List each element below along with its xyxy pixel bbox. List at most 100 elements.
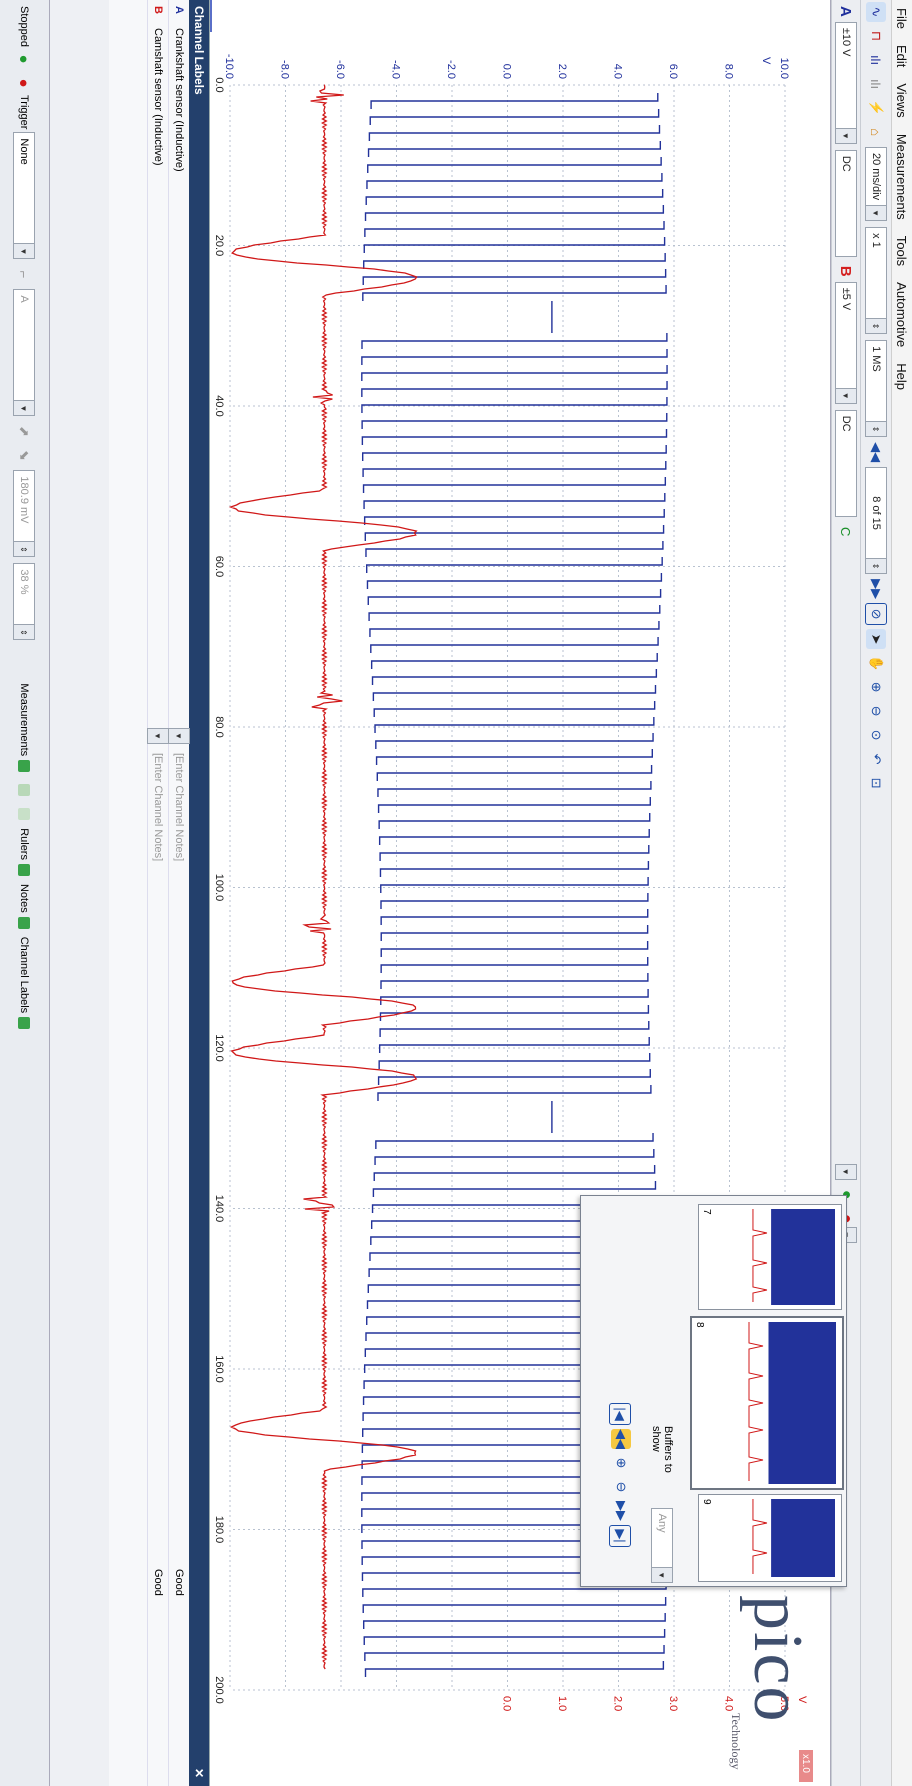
buffer-stepper-icon[interactable]: ⇕ (865, 558, 887, 574)
buffers-to-show-label: Buffers to show (650, 1426, 674, 1500)
panel-close-icon[interactable]: ✕ (192, 1768, 206, 1778)
trigger-edge-icon[interactable]: ⌐ (14, 264, 34, 284)
trigger-mode-select[interactable]: None (13, 132, 35, 244)
buffers-to-show-dropdown-icon[interactable]: ▼ (651, 1567, 673, 1583)
channel-b-label[interactable]: Camshaft sensor (Inductive) (152, 22, 164, 728)
menu-edit[interactable]: Edit (895, 37, 910, 75)
home-icon[interactable]: ⌂ (866, 122, 886, 142)
zoom-stepper-icon[interactable]: ⇕ (865, 318, 887, 334)
next-buffer-icon[interactable]: ▶▶ (866, 579, 886, 599)
previous-buffer-icon[interactable]: ◀◀ (866, 442, 886, 462)
channel-a-range-select[interactable]: ±10 V (835, 22, 857, 129)
trigger-icon[interactable]: C (836, 522, 856, 542)
notes-toggle-icon[interactable] (18, 917, 30, 929)
x-tick-label: 200.0 (213, 1676, 225, 1704)
timebase-dropdown-icon[interactable]: ▼ (865, 205, 887, 221)
channel-a-range-dropdown-icon[interactable]: ▼ (835, 128, 857, 144)
undo-zoom-icon[interactable]: ↶ (866, 749, 886, 769)
channel-labels-title: Channel Labels (192, 6, 206, 95)
channel-a-notes[interactable]: [Enter Channel Notes] (173, 747, 185, 1063)
x-tick-label: 40.0 (213, 395, 225, 416)
channel-a-notes-dropdown-icon[interactable]: ▼ (168, 728, 190, 744)
channel-labels-panel: Channel Labels ✕ A Crankshaft sensor (In… (109, 0, 210, 1786)
timebase-select[interactable]: 20 ms/div (865, 147, 887, 206)
trigger-mode-dropdown-icon[interactable]: ▼ (13, 243, 35, 259)
channel-b-notes[interactable]: [Enter Channel Notes] (152, 747, 164, 1063)
channel-labels-header: Channel Labels ✕ (189, 0, 209, 1786)
buffer-thumbnail-prev[interactable]: 7 (698, 1204, 842, 1310)
measurements-add-icon[interactable] (18, 760, 30, 772)
trigger-level-stepper-icon[interactable]: ⇕ (13, 541, 35, 557)
samples-select[interactable]: 1 MS (865, 340, 887, 422)
thumbnail-7-graph (699, 1205, 841, 1309)
notes-label[interactable]: Notes (18, 884, 30, 913)
first-buffer-icon[interactable]: |◀ (609, 1403, 631, 1425)
channel-b-notes-dropdown-icon[interactable]: ▼ (147, 728, 169, 744)
x-tick-label: 80.0 (213, 716, 225, 737)
scope-mode-icon[interactable]: ∿ (866, 2, 886, 22)
menu-views[interactable]: Views (895, 75, 910, 125)
left-axis-tick-label: 6.0 (667, 64, 679, 79)
menu-measurements[interactable]: Measurements (895, 126, 910, 228)
rulers-toggle-icon[interactable] (18, 864, 30, 876)
zoom-in-icon[interactable]: ⊕ (866, 677, 886, 697)
spectrum-mode-icon[interactable]: ılı (866, 50, 886, 70)
channel-a-coupling-select[interactable]: DC (835, 150, 857, 257)
zoom-to-fit-icon[interactable]: ⊡ (866, 773, 886, 793)
persistence-mode-icon[interactable]: ⊓ (866, 26, 886, 46)
menu-automotive[interactable]: Automotive (895, 274, 910, 355)
channel-b-range-select[interactable]: ±5 V (835, 282, 857, 389)
pre-trigger-stepper-icon[interactable]: ⇕ (13, 624, 35, 640)
signal-generator-icon[interactable]: ılı (866, 74, 886, 94)
x-tick-label: 120.0 (213, 1034, 225, 1062)
left-axis-tick-label: 2.0 (556, 64, 568, 79)
thumbnail-label-9: 9 (701, 1499, 712, 1505)
left-axis-tick-label: -2.0 (445, 60, 457, 79)
select-tool-icon[interactable]: ➤ (866, 629, 886, 649)
trigger-channel-select[interactable]: A (13, 289, 35, 401)
buffer-overview-icon[interactable]: ⊘ (865, 603, 887, 625)
zoom-area-icon[interactable]: ⊙ (866, 725, 886, 745)
buffer-thumbnail-next[interactable]: 9 (698, 1494, 842, 1582)
main-toolbar: ∿ ⊓ ılı ılı ⚡ ⌂ 20 ms/div ▼ x 1 ⇕ 1 MS ⇕ ◀◀… (860, 0, 891, 1786)
channel-b-range-dropdown-icon[interactable]: ▼ (835, 388, 857, 404)
auto-setup-icon[interactable]: ⚡ (866, 98, 886, 118)
buffer-thumbnail-current[interactable]: 8 (690, 1316, 844, 1490)
buffers-to-show-select[interactable]: Any (651, 1508, 673, 1569)
hand-tool-icon[interactable]: ✋ (866, 653, 886, 673)
menu-tools[interactable]: Tools (895, 228, 910, 274)
menu-file[interactable]: File (895, 0, 910, 37)
pico-logo: pico Technology (737, 1595, 817, 1724)
channel-b-marker: B (152, 0, 164, 22)
x-tick-label: 160.0 (213, 1355, 225, 1383)
channel-b-coupling-select[interactable]: DC (835, 410, 857, 517)
stop-status-icon[interactable]: ● (14, 73, 34, 93)
zoom-select[interactable]: x 1 (865, 227, 887, 319)
right-axis-tick-label: 0.0 (501, 1696, 513, 1711)
trigger-channel-dropdown-icon[interactable]: ▼ (13, 400, 35, 416)
samples-stepper-icon[interactable]: ⇕ (865, 421, 887, 437)
rulers-label[interactable]: Rulers (18, 828, 30, 860)
zoom-out-icon[interactable]: ⊖ (866, 701, 886, 721)
zoom-out-popup-icon[interactable]: ⊖ (611, 1477, 631, 1497)
buffers-to-show-row: Buffers to show Any ▼ (650, 1426, 674, 1586)
next-buffer-popup-icon[interactable]: ▶▶ (611, 1501, 631, 1521)
buffer-overview-popup: 7 8 9 Buffers to show Any ▼ |◀ ◀◀ ⊕ ⊖ ▶▶… (580, 1195, 847, 1587)
rising-edge-icon[interactable]: ⬈ (14, 421, 34, 441)
measurements-label[interactable]: Measurements (18, 683, 30, 756)
channel-a-label[interactable]: Crankshaft sensor (Inductive) (173, 22, 185, 728)
start-icon[interactable]: ● (14, 49, 34, 69)
measurements-edit-icon[interactable] (18, 784, 30, 796)
falling-edge-icon[interactable]: ⬊ (14, 445, 34, 465)
trigger-level-input[interactable]: 180.9 mV (13, 470, 35, 542)
zoom-in-popup-icon[interactable]: ⊕ (611, 1453, 631, 1473)
measurements-delete-icon[interactable] (18, 808, 30, 820)
last-buffer-icon[interactable]: ▶| (609, 1525, 631, 1547)
channel-labels-toggle-icon[interactable] (18, 1017, 30, 1029)
prev-buffer-popup-icon[interactable]: ◀◀ (611, 1429, 631, 1449)
right-zoom-badge[interactable]: x1.0 (800, 1754, 811, 1773)
options-dropdown-icon[interactable]: ▼ (835, 1164, 857, 1180)
channel-labels-toggle-label[interactable]: Channel Labels (18, 937, 30, 1013)
pre-trigger-input[interactable]: 38 % (13, 563, 35, 625)
menu-help[interactable]: Help (895, 355, 910, 398)
